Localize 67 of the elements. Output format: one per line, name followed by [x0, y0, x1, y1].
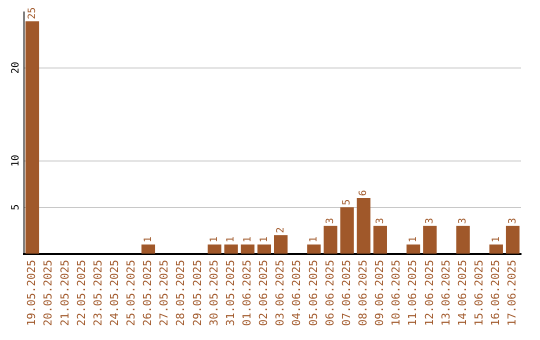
x-tick-label: 14.06.2025 [456, 260, 469, 326]
data-label: 6 [358, 190, 370, 196]
x-tick-label: 21.05.2025 [58, 260, 72, 326]
data-label: 1 [490, 236, 502, 242]
x-tick-label: 23.05.2025 [91, 260, 104, 326]
x-tick-label: 25.05.2025 [124, 260, 138, 326]
x-tick-label: 13.06.2025 [439, 260, 452, 326]
bar [456, 226, 470, 254]
data-label: 25 [26, 7, 38, 20]
data-label: 2 [275, 227, 286, 234]
y-tick-label: 5 [10, 204, 22, 210]
bar [506, 226, 520, 254]
x-tick-label: 12.06.2025 [422, 260, 436, 326]
bar [208, 244, 222, 254]
x-tick-label: 20.05.2025 [42, 260, 55, 326]
x-tick-label: 19.05.2025 [25, 260, 38, 326]
x-tick-label: 11.06.2025 [406, 260, 420, 326]
x-tick-label: 07.06.2025 [340, 260, 353, 326]
x-tick-label: 31.05.2025 [224, 260, 237, 326]
x-tick-label: 26.05.2025 [141, 260, 154, 326]
x-tick-label: 16.06.2025 [489, 260, 502, 326]
data-label: 1 [258, 236, 270, 242]
bar [25, 21, 40, 254]
bar [307, 244, 321, 254]
x-tick-label: 29.05.2025 [190, 260, 204, 326]
data-label: 1 [226, 236, 237, 242]
x-tick-label: 10.06.2025 [390, 260, 403, 326]
x-tick-label: 27.05.2025 [158, 260, 171, 326]
data-label: 1 [242, 236, 254, 242]
bar [489, 244, 503, 254]
bar [257, 244, 272, 254]
x-tick-label: 15.06.2025 [472, 260, 486, 326]
x-tick-label: 04.06.2025 [290, 260, 304, 326]
x-tick-label: 17.06.2025 [506, 260, 519, 326]
data-label: 1 [408, 236, 419, 242]
x-tick-label: 05.06.2025 [306, 260, 320, 326]
x-tick-label: 30.05.2025 [207, 260, 220, 326]
data-label: 1 [308, 236, 320, 242]
x-tick-label: 28.05.2025 [174, 260, 188, 326]
x-tick-label: 08.06.2025 [356, 260, 370, 326]
data-label: 3 [325, 218, 336, 224]
x-tick-label: 22.05.2025 [74, 260, 88, 326]
x-tick-label: 01.06.2025 [240, 260, 254, 326]
data-label: 1 [209, 236, 220, 242]
x-tick-label: 09.06.2025 [373, 260, 386, 326]
data-label: 3 [424, 218, 436, 224]
bar [274, 235, 288, 254]
bar [356, 198, 370, 254]
x-tick-label: 24.05.2025 [108, 260, 121, 326]
data-label: 3 [458, 218, 469, 224]
bar [141, 244, 156, 254]
data-label: 5 [342, 199, 353, 206]
bar [324, 226, 338, 254]
x-tick-label: 02.06.2025 [257, 260, 270, 326]
bar [240, 244, 254, 254]
data-label: 3 [507, 218, 518, 224]
bar [406, 244, 420, 254]
bar [423, 226, 437, 254]
data-label: 3 [374, 218, 386, 224]
bar [373, 226, 387, 254]
bar [340, 207, 354, 254]
y-tick-label: 20 [10, 62, 22, 74]
x-tick-label: 03.06.2025 [274, 260, 287, 326]
x-tick-label: 06.06.2025 [323, 260, 336, 326]
y-tick-label: 10 [10, 154, 22, 167]
data-label: 1 [142, 236, 154, 242]
bar [224, 244, 238, 254]
